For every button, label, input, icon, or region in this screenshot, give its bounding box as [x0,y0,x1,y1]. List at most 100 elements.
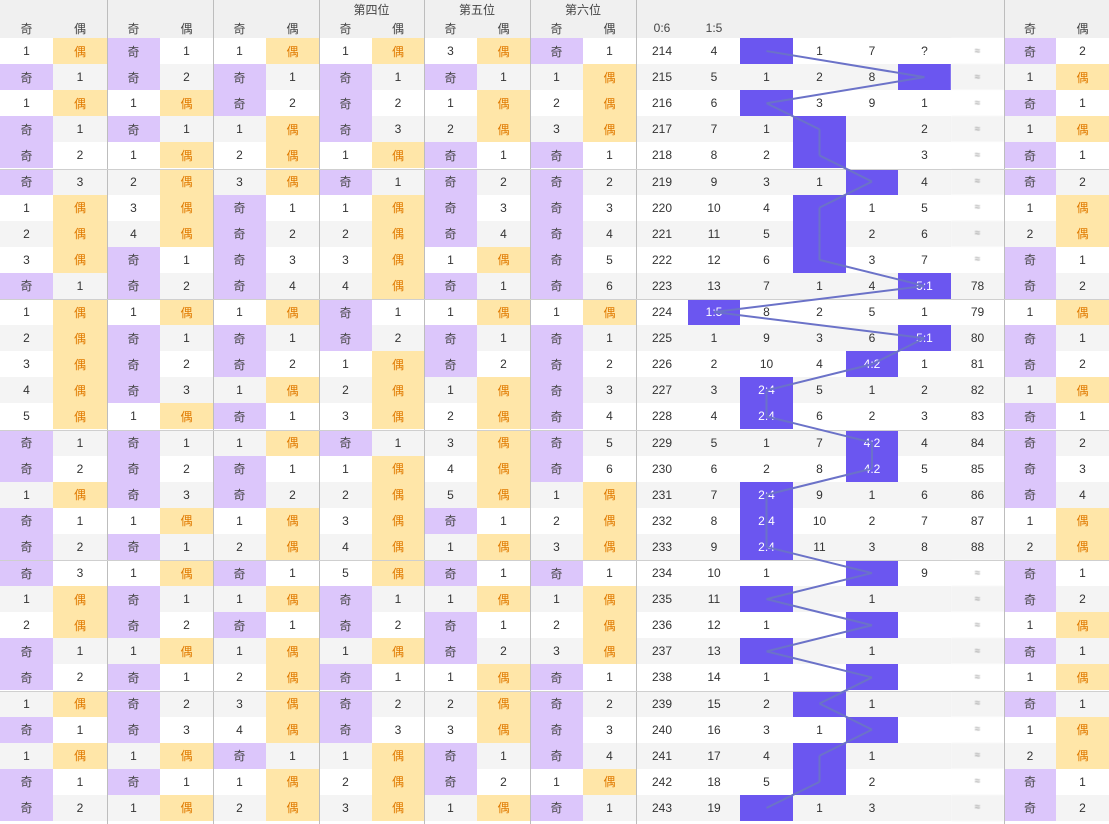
ratio-cell: 7 [898,507,951,534]
cell-r26-c10: 奇 [530,716,583,743]
last-cell: 3 [1056,455,1109,482]
cell-r27-c10: 奇 [530,742,583,769]
last-cell: 2 [1004,533,1056,560]
issue-number: 222 [636,246,688,273]
cell-r3-c10: 3 [530,116,583,143]
issue-number: 237 [636,638,688,665]
cell-r5-c3: 偶 [160,168,213,195]
cell-r14-c11: 4 [583,403,636,430]
cell-r23-c5: 偶 [266,638,319,665]
cell-r9-c8: 奇 [424,272,477,299]
ratio-marker: 4:2 [846,429,898,456]
header-group-3 [213,0,319,18]
last-cell: 1 [1004,116,1056,143]
cell-r3-c1: 1 [53,116,107,143]
ratio-cell: 2 [740,142,793,169]
cell-r10-c6: 奇 [319,299,372,326]
cell-r12-c9: 2 [477,351,530,378]
ratio-cell [793,560,846,587]
cell-r20-c6: 5 [319,560,372,587]
cell-r25-c10: 奇 [530,690,583,717]
cell-r19-c9: 偶 [477,533,530,560]
ratio-cell: 2 [740,690,793,717]
cell-r28-c1: 1 [53,768,107,795]
cell-r27-c0: 1 [0,742,53,769]
cell-r19-c11: 偶 [583,533,636,560]
last-cell: 1 [1056,768,1109,795]
cell-r9-c1: 1 [53,272,107,299]
ratio-count: 13 [688,272,740,299]
cell-r27-c6: 1 [319,742,372,769]
last-cell: 奇 [1004,481,1056,508]
last-cell: 1 [1056,325,1109,352]
cell-r27-c4: 奇 [213,742,266,769]
last-cell: 1 [1056,690,1109,717]
ratio-marker: 2:4 [740,403,793,430]
cell-r18-c1: 1 [53,507,107,534]
cell-r17-c6: 2 [319,481,372,508]
tail-value: ≈ [951,638,1004,665]
cell-r4-c5: 偶 [266,142,319,169]
cell-r25-c5: 偶 [266,690,319,717]
header-pos6: 第六位 [530,0,636,18]
tail-value: ≈ [951,690,1004,717]
cell-r18-c8: 奇 [424,507,477,534]
cell-r25-c6: 奇 [319,690,372,717]
header-col-17 [898,18,951,38]
cell-r23-c9: 2 [477,638,530,665]
issue-number: 220 [636,194,688,221]
cell-r22-c9: 1 [477,612,530,639]
cell-r7-c2: 4 [107,220,160,247]
cell-r3-c2: 奇 [107,116,160,143]
cell-r23-c11: 偶 [583,638,636,665]
last-cell: 奇 [1004,794,1056,821]
ratio-cell: 1 [846,481,898,508]
ratio-cell: 1 [846,194,898,221]
cell-r23-c7: 偶 [372,638,424,665]
cell-r19-c1: 2 [53,533,107,560]
ratio-cell [793,586,846,613]
ratio-count: 1:5 [688,299,740,326]
cell-r16-c10: 奇 [530,455,583,482]
column-divider [107,0,108,824]
ratio-cell: 5 [793,377,846,404]
last-cell: 奇 [1004,690,1056,717]
cell-r11-c1: 偶 [53,325,107,352]
cell-r19-c2: 奇 [107,533,160,560]
cell-r11-c8: 奇 [424,325,477,352]
tail-value: ≈ [951,220,1004,247]
ratio-cell: 1 [846,690,898,717]
cell-r18-c6: 3 [319,507,372,534]
header-col-10: 奇 [530,18,583,38]
cell-r7-c10: 奇 [530,220,583,247]
last-cell: 1 [1004,64,1056,91]
cell-r8-c4: 奇 [213,246,266,273]
cell-r20-c9: 1 [477,560,530,587]
cell-r28-c7: 偶 [372,768,424,795]
last-cell: 1 [1056,246,1109,273]
ratio-cell: 1 [898,351,951,378]
cell-r18-c5: 偶 [266,507,319,534]
last-cell: 1 [1056,90,1109,117]
cell-r10-c0: 1 [0,299,53,326]
ratio-cell: 8 [898,533,951,560]
ratio-cell: 1 [740,116,793,143]
cell-r2-c6: 奇 [319,90,372,117]
last-cell: 奇 [1004,351,1056,378]
cell-r24-c1: 2 [53,664,107,691]
cell-r20-c7: 偶 [372,560,424,587]
cell-r7-c9: 4 [477,220,530,247]
cell-r10-c7: 1 [372,299,424,326]
cell-r13-c9: 偶 [477,377,530,404]
ratio-cell: 10 [740,351,793,378]
cell-r12-c11: 2 [583,351,636,378]
header-col-12: 0:6 [636,18,688,38]
cell-r28-c4: 1 [213,768,266,795]
last-cell: 偶 [1056,220,1109,247]
cell-r26-c4: 4 [213,716,266,743]
header-col-20: 偶 [1056,18,1109,38]
issue-number: 216 [636,90,688,117]
cell-r13-c10: 奇 [530,377,583,404]
last-cell: 奇 [1004,586,1056,613]
cell-r17-c9: 偶 [477,481,530,508]
